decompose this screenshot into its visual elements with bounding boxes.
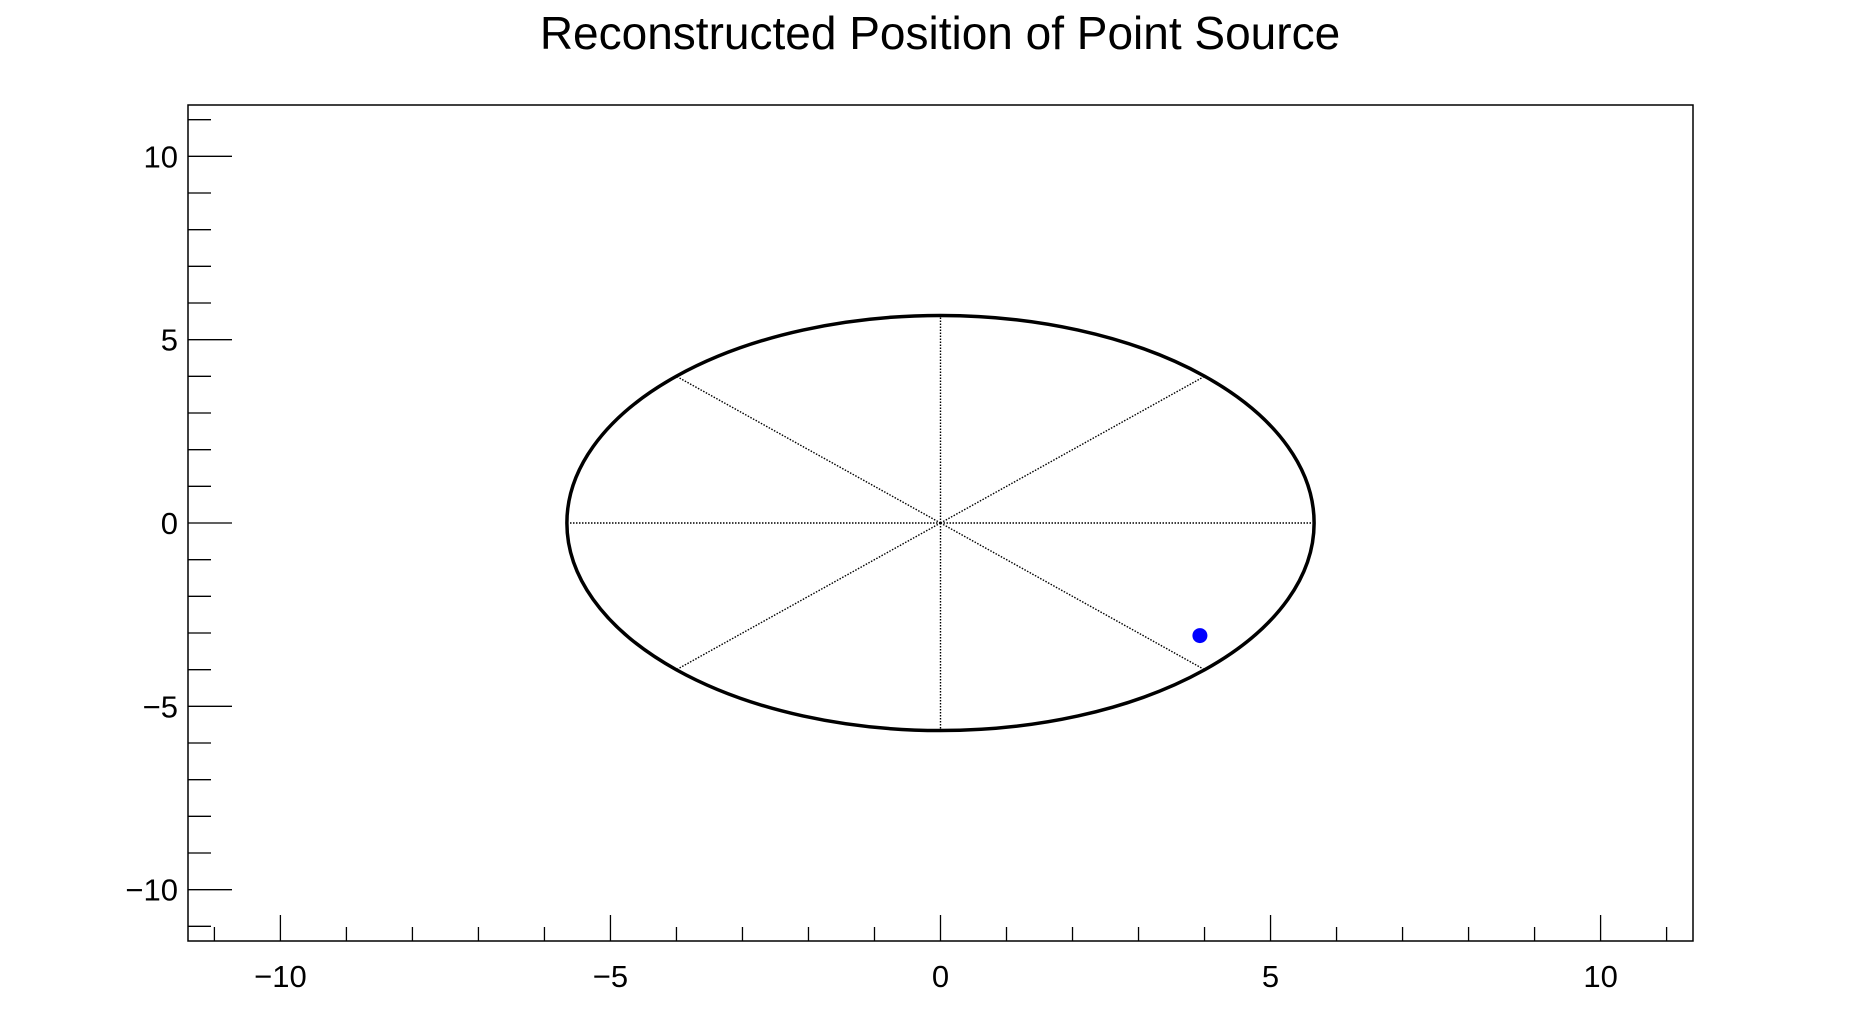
data-point xyxy=(1192,628,1208,644)
chart-title: Reconstructed Position of Point Source xyxy=(540,7,1340,59)
detector-circle xyxy=(565,313,1316,733)
x-tick-label: 10 xyxy=(1583,959,1617,994)
y-tick-label: 0 xyxy=(161,506,178,541)
x-tick-label: 0 xyxy=(932,959,949,994)
plot-area: −10 −5 0 5 10 −10 −5 0 5 10 xyxy=(125,104,1694,994)
y-tick-label: 10 xyxy=(144,139,178,174)
y-tick-label: −10 xyxy=(125,873,178,908)
x-tick-label: −10 xyxy=(254,959,307,994)
y-tick-label: 5 xyxy=(161,323,178,358)
x-tick-label: −5 xyxy=(593,959,628,994)
x-tick-label: 5 xyxy=(1262,959,1279,994)
detector-spoke xyxy=(940,375,1206,524)
detector-spoke xyxy=(675,375,941,524)
detector-spoke xyxy=(675,522,941,671)
detector-spoke xyxy=(940,522,1206,671)
y-tick-label: −5 xyxy=(143,689,178,724)
